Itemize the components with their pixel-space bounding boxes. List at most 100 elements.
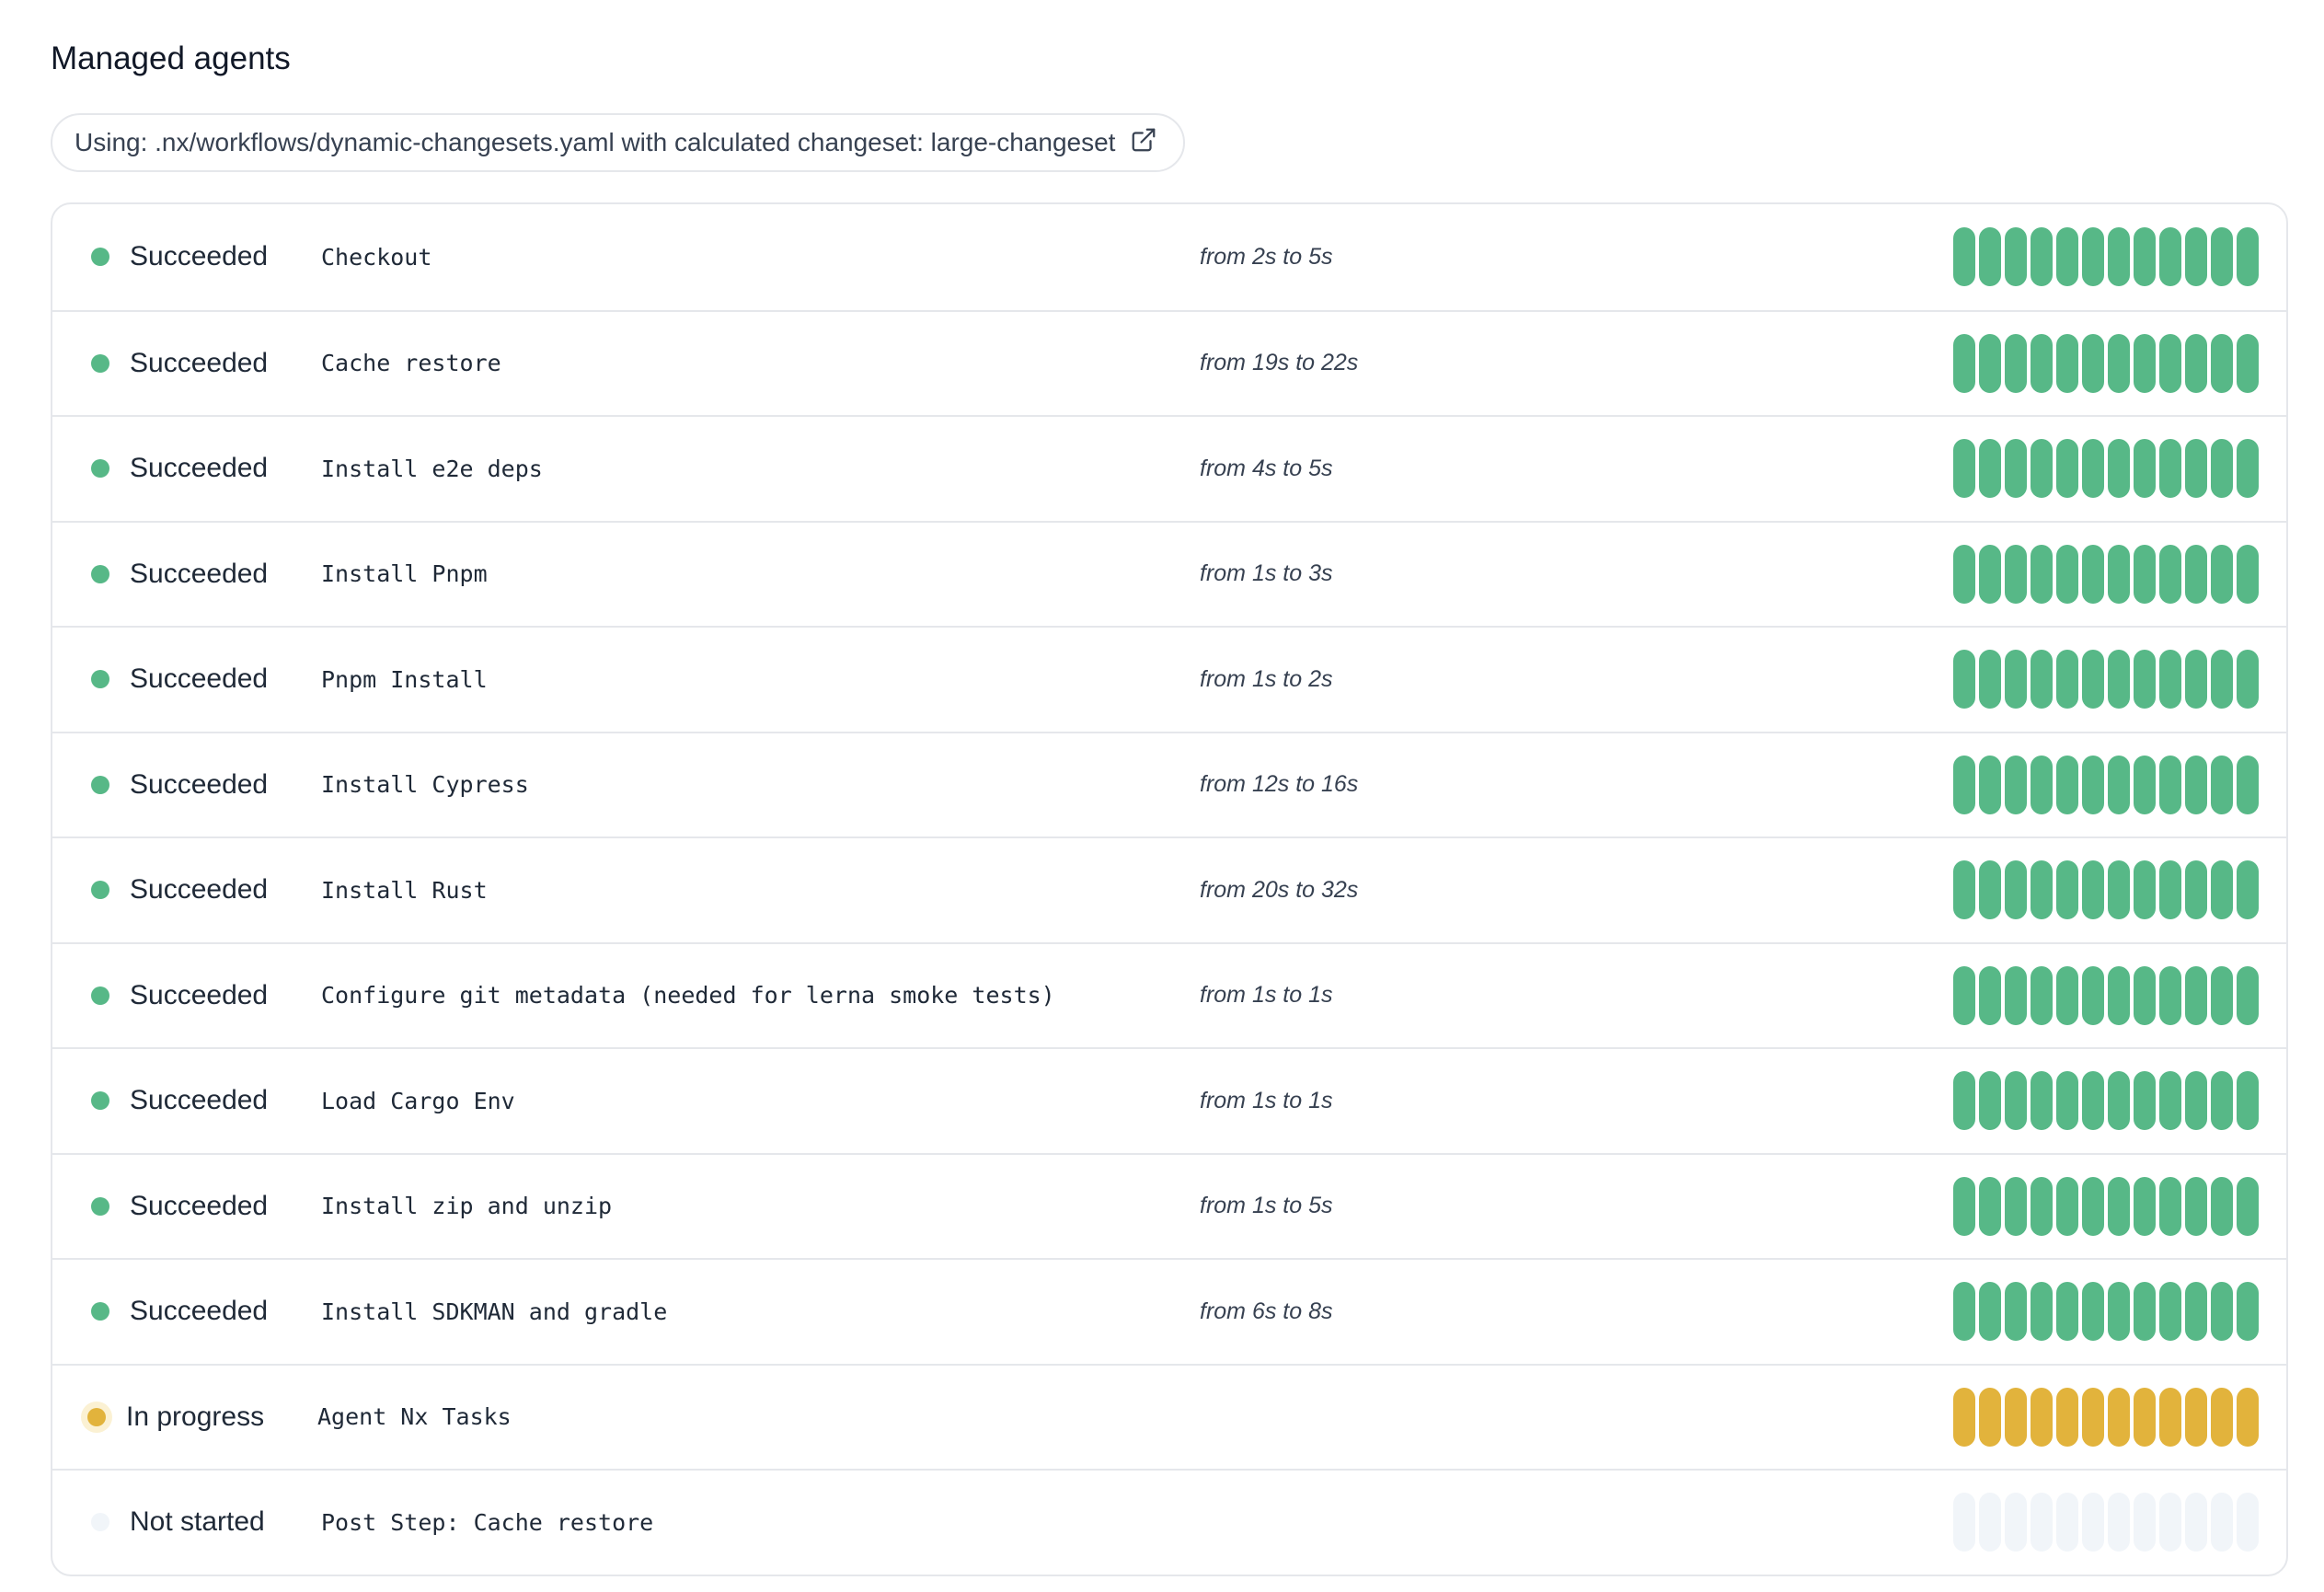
- progress-bars: [1953, 439, 2259, 499]
- progress-bar-segment: [2031, 333, 2053, 393]
- progress-bar-segment: [2159, 1176, 2181, 1236]
- progress-bar-segment: [2056, 860, 2078, 920]
- step-row[interactable]: Succeeded Install Pnpm from 1s to 3s: [52, 520, 2286, 627]
- progress-bar-segment: [2005, 439, 2027, 499]
- progress-bar-segment: [2005, 860, 2027, 920]
- step-row[interactable]: Succeeded Install SDKMAN and gradle from 6…: [52, 1258, 2286, 1364]
- progress-bar-segment: [2108, 860, 2130, 920]
- step-row[interactable]: In progress Agent Nx Tasks: [52, 1363, 2286, 1470]
- progress-bars: [1953, 1493, 2259, 1552]
- step-row[interactable]: Succeeded Install e2e deps from 4s to 5s: [52, 415, 2286, 521]
- progress-bar-segment: [2134, 860, 2156, 920]
- progress-bar-segment: [1953, 755, 1975, 814]
- step-name: Configure git metadata (needed for lerna…: [321, 982, 1055, 1009]
- progress-bar-segment: [2108, 1493, 2130, 1552]
- step-row[interactable]: Succeeded Install zip and unzip from 1s to…: [52, 1152, 2286, 1259]
- progress-bar-segment: [2211, 860, 2233, 920]
- status-dot-icon: [91, 1091, 109, 1111]
- step-duration: from 12s to 16s: [1200, 771, 1359, 798]
- progress-bar-segment: [2108, 1387, 2130, 1447]
- progress-bar-segment: [2185, 544, 2207, 604]
- step-row[interactable]: Succeeded Checkout from 2s to 5s: [52, 204, 2286, 310]
- progress-bar-segment: [2211, 227, 2233, 287]
- step-name: Agent Nx Tasks: [317, 1403, 512, 1431]
- progress-bar-segment: [2082, 1387, 2104, 1447]
- progress-bar-segment: [2108, 333, 2130, 393]
- progress-bar-segment: [2005, 544, 2027, 604]
- progress-bar-segment: [2159, 965, 2181, 1025]
- progress-bars: [1953, 1387, 2259, 1447]
- progress-bar-segment: [2211, 1176, 2233, 1236]
- step-row[interactable]: Succeeded Pnpm Install from 1s to 2s: [52, 626, 2286, 732]
- progress-bar-segment: [2211, 1387, 2233, 1447]
- progress-bar-segment: [1979, 755, 2001, 814]
- progress-bar-segment: [2237, 1282, 2259, 1342]
- status-label: Not started: [130, 1506, 265, 1538]
- progress-bar-segment: [2185, 333, 2207, 393]
- progress-bar-segment: [1979, 1176, 2001, 1236]
- step-duration: from 1s to 1s: [1200, 1087, 1333, 1113]
- progress-bar-segment: [2237, 1493, 2259, 1552]
- step-row[interactable]: Succeeded Configure git metadata (needed …: [52, 941, 2286, 1048]
- status-dot-icon: [91, 1302, 109, 1321]
- step-row[interactable]: Succeeded Cache restore from 19s to 22s: [52, 309, 2286, 416]
- status-dot-icon: [91, 564, 109, 583]
- progress-bar-segment: [2237, 227, 2259, 287]
- progress-bar-segment: [2185, 755, 2207, 814]
- progress-bar-segment: [2237, 1176, 2259, 1236]
- progress-bar-segment: [2185, 1493, 2207, 1552]
- progress-bar-segment: [1953, 439, 1975, 499]
- step-name: Install SDKMAN and gradle: [321, 1298, 668, 1325]
- step-row[interactable]: Succeeded Install Cypress from 12s to 16s: [52, 731, 2286, 837]
- progress-bar-segment: [2211, 1282, 2233, 1342]
- status-dot-icon: [87, 1407, 106, 1426]
- step-row[interactable]: Succeeded Load Cargo Env from 1s to 1s: [52, 1047, 2286, 1153]
- progress-bars: [1953, 1176, 2259, 1236]
- status-label: Succeeded: [130, 558, 269, 589]
- progress-bar-segment: [2237, 439, 2259, 499]
- progress-bar-segment: [2056, 544, 2078, 604]
- step-duration: from 4s to 5s: [1200, 455, 1333, 481]
- progress-bar-segment: [2082, 1493, 2104, 1552]
- status-dot-icon: [91, 459, 109, 479]
- status-dot-icon: [91, 775, 109, 794]
- progress-bar-segment: [2005, 227, 2027, 287]
- progress-bars: [1953, 650, 2259, 709]
- progress-bar-segment: [2108, 1282, 2130, 1342]
- status-dot-icon: [91, 1513, 109, 1532]
- workflow-link[interactable]: Using: .nx/workflows/dynamic-changesets.…: [51, 113, 1186, 172]
- progress-bar-segment: [1953, 650, 1975, 709]
- progress-bar-segment: [2159, 1493, 2181, 1552]
- progress-bar-segment: [2237, 1071, 2259, 1131]
- step-row[interactable]: Not started Post Step: Cache restore: [52, 1469, 2286, 1575]
- progress-bar-segment: [2211, 439, 2233, 499]
- progress-bar-segment: [1953, 1493, 1975, 1552]
- progress-bar-segment: [2056, 1282, 2078, 1342]
- progress-bar-segment: [1979, 333, 2001, 393]
- progress-bar-segment: [1979, 544, 2001, 604]
- progress-bar-segment: [2082, 965, 2104, 1025]
- progress-bar-segment: [2211, 1493, 2233, 1552]
- progress-bar-segment: [2108, 650, 2130, 709]
- progress-bar-segment: [2005, 755, 2027, 814]
- progress-bar-segment: [2082, 544, 2104, 604]
- progress-bar-segment: [2159, 544, 2181, 604]
- status-label: Succeeded: [130, 1296, 269, 1327]
- progress-bars: [1953, 1282, 2259, 1342]
- progress-bar-segment: [2237, 755, 2259, 814]
- progress-bar-segment: [2108, 1176, 2130, 1236]
- progress-bar-segment: [2134, 227, 2156, 287]
- step-row[interactable]: Succeeded Install Rust from 20s to 32s: [52, 836, 2286, 942]
- progress-bar-segment: [2211, 333, 2233, 393]
- progress-bar-segment: [2082, 439, 2104, 499]
- progress-bar-segment: [2134, 1071, 2156, 1131]
- progress-bar-segment: [2134, 439, 2156, 499]
- step-duration: from 19s to 22s: [1200, 350, 1359, 376]
- status-label: Succeeded: [130, 979, 269, 1010]
- progress-bars: [1953, 227, 2259, 287]
- progress-bar-segment: [1953, 544, 1975, 604]
- steps-table: Succeeded Checkout from 2s to 5s Succeeded C…: [51, 202, 2288, 1576]
- progress-bar-segment: [2134, 1176, 2156, 1236]
- step-name: Pnpm Install: [321, 665, 488, 693]
- progress-bar-segment: [2005, 965, 2027, 1025]
